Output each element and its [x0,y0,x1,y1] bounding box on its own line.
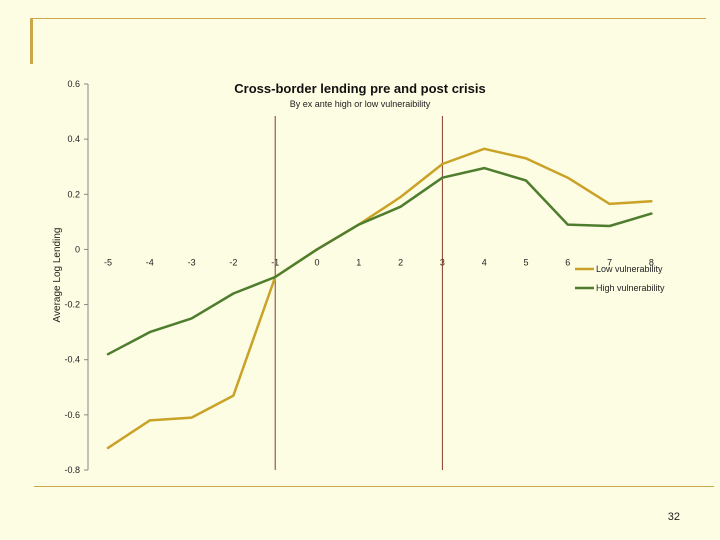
series-line-high-vulnerability [106,166,653,356]
x-tick-label: 1 [356,257,361,267]
y-tick-label: -0.2 [64,300,80,310]
x-tick-label: 0 [314,257,319,267]
y-tick-label: 0 [75,244,80,254]
y-tick-label: 0.4 [67,134,80,144]
legend-label: Low vulnerability [596,264,663,274]
page-number: 32 [667,511,680,523]
y-tick-label: 0.6 [67,79,80,89]
x-tick-label: 4 [482,257,487,267]
series-line-low-vulnerability [106,147,653,450]
legend-label: High vulnerability [596,283,665,293]
y-axis-label: Average Log Lending [52,228,63,323]
x-tick-label: 5 [523,257,528,267]
y-tick-label: -0.4 [64,355,80,365]
decorative-vertical-bar [30,18,33,64]
decorative-bottom-rule [34,486,714,487]
decorative-top-rule [30,18,706,19]
x-tick-label: -5 [104,257,112,267]
x-tick-label: -3 [188,257,196,267]
y-tick-label: 0.2 [67,189,80,199]
x-tick-label: 7 [607,257,612,267]
x-tick-label: 6 [565,257,570,267]
x-tick-label: -4 [146,257,154,267]
y-tick-label: -0.8 [64,465,80,475]
x-tick-label: 2 [398,257,403,267]
y-tick-label: -0.6 [64,410,80,420]
x-tick-label: -2 [229,257,237,267]
chart-subtitle: By ex ante high or low vulneraibility [290,99,431,109]
chart-title: Cross-border lending pre and post crisis [234,81,485,96]
x-tick-label: 8 [649,257,654,267]
